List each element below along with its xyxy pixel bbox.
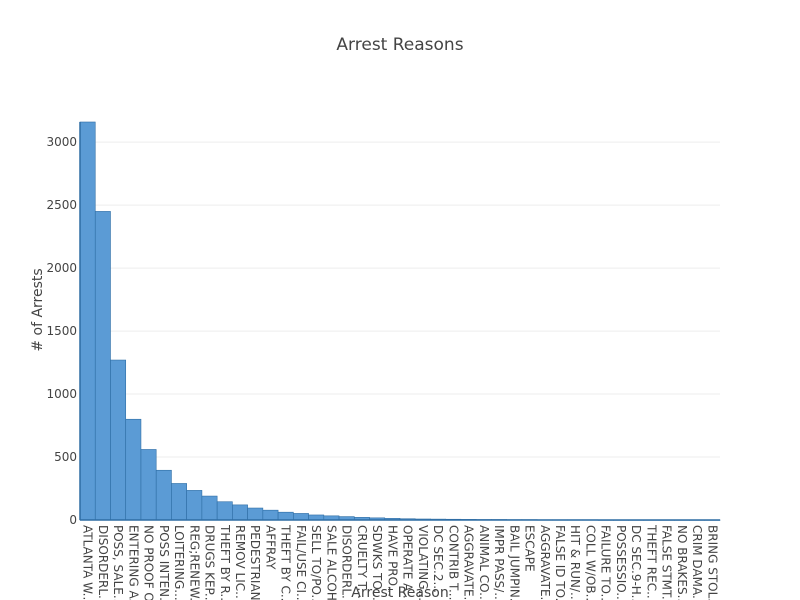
bar[interactable]: [94, 211, 111, 521]
y-tick-label: 2000: [46, 261, 77, 275]
x-tick-label: NO BRAKES...: [675, 525, 689, 600]
bar[interactable]: [125, 418, 142, 521]
x-tick-label: POSS, SALE...: [111, 525, 125, 600]
bar[interactable]: [247, 507, 264, 521]
x-tick-label: THEFT BY C...: [279, 524, 293, 600]
x-tick-label: SELL TO/PO...: [309, 525, 323, 600]
x-tick-label: AGGRAVATE...: [462, 525, 476, 600]
bar[interactable]: [216, 501, 233, 521]
y-axis-title: # of Arrests: [30, 268, 46, 351]
bar[interactable]: [232, 504, 248, 521]
x-tick-label: DISORDERL...: [340, 525, 354, 600]
x-tick-label: FALSE STMT...: [660, 525, 674, 600]
bar[interactable]: [277, 511, 294, 521]
x-tick-label: FAIL/USE CI...: [294, 525, 308, 600]
x-tick-label: SDWKS TO...: [370, 525, 384, 600]
bar[interactable]: [262, 509, 279, 521]
x-tick-label: POSSESSIO...: [614, 525, 628, 600]
x-tick-label: BAIL JUMPIN...: [507, 525, 521, 600]
x-tick-label: SALE ALCOH...: [324, 525, 338, 600]
x-tick-label: FAILURE TO...: [599, 525, 613, 600]
x-tick-label: THEFT REC...: [644, 524, 658, 600]
x-tick-label: AFFRAY: [263, 525, 277, 570]
gridlines: [80, 141, 720, 458]
x-tick-label: COLL W/OB...: [583, 525, 597, 600]
y-tick-label: 1500: [46, 324, 77, 338]
x-tick-label: REG;RENEW...: [187, 525, 201, 600]
x-tick-label: IMPR PASS/...: [492, 525, 506, 600]
bar[interactable]: [308, 514, 325, 521]
x-tick-label: NO PROOF O...: [142, 525, 156, 600]
x-tick-label: BRING STOL...: [705, 525, 719, 600]
y-tick-label: 2500: [46, 198, 77, 212]
x-tick-label: ATLANTA W...: [81, 525, 95, 600]
x-tick-label: FALSE ID TO...: [553, 525, 567, 600]
y-tick-label: 1000: [46, 387, 77, 401]
bars: [79, 121, 721, 521]
axes: [79, 122, 720, 521]
x-tick-label: CRIM DAMA...: [690, 525, 704, 600]
x-tick-label: OPERATE A...: [401, 525, 415, 600]
x-tick-label: POSS INTEN...: [157, 525, 171, 600]
x-tick-label: THEFT BY R...: [218, 524, 232, 600]
x-tick-label: HAVE PRO...: [385, 525, 399, 597]
x-tick-label: CONTRIB T...: [446, 525, 460, 600]
x-tick-label: VIOLATING...: [416, 525, 430, 600]
bar[interactable]: [293, 513, 309, 521]
x-tick-label: ANIMAL CO...: [477, 525, 491, 600]
bar[interactable]: [201, 495, 218, 521]
x-tick-label: LOITERING...: [172, 525, 186, 600]
x-tick-label: HIT & RUN/...: [568, 525, 582, 600]
x-tick-label: DC SEC.9-H...: [629, 525, 643, 600]
x-axis-title: Arrest Reason: [351, 585, 448, 600]
x-tick-label: DRUGS KEP...: [203, 525, 217, 600]
bar[interactable]: [171, 483, 187, 521]
chart-title: Arrest Reasons: [336, 35, 463, 55]
bar[interactable]: [79, 121, 96, 521]
x-tick-label: ENTERING A...: [126, 525, 140, 600]
x-tick-label: PEDESTRIAN...: [248, 525, 262, 600]
x-tick-label: DC SEC.2...: [431, 525, 445, 593]
x-tick-labels: ATLANTA W... DISORDERL... POSS, SALE... ENT…: [81, 524, 720, 600]
x-tick-label: CRUELTY T...: [355, 525, 369, 599]
x-tick-label: REMOV LIC...: [233, 525, 247, 600]
x-tick-label: DISORDERL...: [96, 525, 110, 600]
x-tick-label: AGGRAVATE...: [538, 525, 552, 600]
y-tick-label: 0: [69, 513, 77, 527]
y-tick-labels: 0 500 1000 1500 2000 2500 3000: [46, 135, 77, 527]
bar[interactable]: [155, 469, 172, 521]
x-tick-label: ESCAPE: [523, 525, 537, 572]
y-tick-label: 3000: [46, 135, 77, 149]
y-tick-label: 500: [54, 450, 77, 464]
bar[interactable]: [186, 490, 203, 521]
bar[interactable]: [110, 359, 127, 521]
bar[interactable]: [140, 449, 157, 521]
